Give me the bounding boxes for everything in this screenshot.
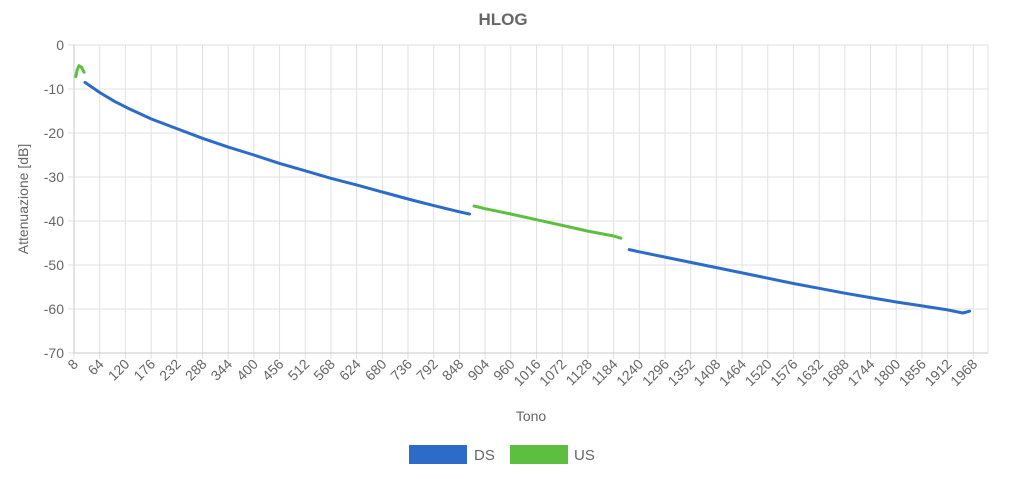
legend-label-ds[interactable]: DS: [474, 447, 495, 464]
x-tick-label: 848: [439, 356, 467, 384]
x-tick-label: 568: [310, 356, 338, 384]
x-tick-label: 1520: [742, 356, 775, 389]
x-tick-label: 1352: [664, 356, 697, 389]
x-tick-label: 8: [64, 356, 81, 373]
x-tick-label: 176: [130, 356, 158, 384]
grid-layer: [68, 44, 989, 359]
y-tick-label: -20: [44, 125, 64, 141]
x-tick-label: 1296: [639, 356, 672, 389]
x-tick-label: 344: [207, 356, 235, 384]
x-tick-label: 792: [413, 356, 441, 384]
x-tick-label: 400: [233, 356, 261, 384]
y-tick-label: 0: [56, 37, 64, 53]
x-tick-label: 1240: [613, 356, 646, 389]
x-tick-label: 1632: [793, 356, 826, 389]
x-axis-ticks: 8 641201762322883444004565125686246807367…: [64, 356, 980, 389]
x-axis-title: Tono: [516, 408, 547, 424]
chart-title: HLOG: [478, 10, 527, 29]
y-tick-label: -30: [44, 169, 64, 185]
x-tick-label: 1464: [716, 356, 749, 389]
x-tick-label: 456: [259, 356, 287, 384]
series-line-us: [472, 204, 623, 240]
legend-swatch-us[interactable]: [510, 445, 568, 464]
x-tick-label: 120: [105, 356, 133, 384]
x-tick-label: 904: [464, 356, 492, 384]
x-tick-label: 1856: [896, 356, 929, 389]
x-tick-label: 736: [387, 356, 415, 384]
legend: DS US: [409, 445, 595, 464]
x-tick-label: 1016: [510, 356, 543, 389]
y-tick-label: -50: [44, 257, 64, 273]
series-line-ds: [627, 248, 972, 315]
x-tick-label: 680: [362, 356, 390, 384]
legend-label-us[interactable]: US: [574, 447, 595, 464]
series-layer: [74, 64, 972, 315]
y-tick-label: -10: [44, 81, 64, 97]
y-axis-ticks: 0 -10 -20 -30 -40 -50 -60 -70: [44, 37, 64, 361]
legend-swatch-ds[interactable]: [409, 445, 467, 464]
x-tick-label: 1576: [767, 356, 800, 389]
x-tick-label: 1800: [870, 356, 903, 389]
x-tick-label: 1912: [921, 356, 954, 389]
y-tick-label: -60: [44, 301, 64, 317]
y-axis-title: Attenuazione [dB]: [15, 144, 31, 255]
x-tick-label: 64: [84, 356, 106, 378]
series-line-us: [74, 64, 86, 79]
x-tick-label: 1128: [562, 356, 595, 389]
x-tick-label: 512: [285, 356, 313, 384]
x-tick-label: 1072: [536, 356, 569, 389]
y-tick-label: -40: [44, 213, 64, 229]
x-tick-label: 1688: [819, 356, 852, 389]
x-tick-label: 1408: [690, 356, 723, 389]
y-tick-label: -70: [44, 345, 64, 361]
x-tick-label: 1968: [947, 356, 980, 389]
x-tick-label: 232: [156, 356, 184, 384]
x-tick-label: 1744: [844, 356, 877, 389]
x-tick-label: 624: [336, 356, 364, 384]
x-tick-label: 288: [182, 356, 210, 384]
x-tick-label: 1184: [588, 356, 621, 389]
series-line-ds: [83, 80, 471, 216]
